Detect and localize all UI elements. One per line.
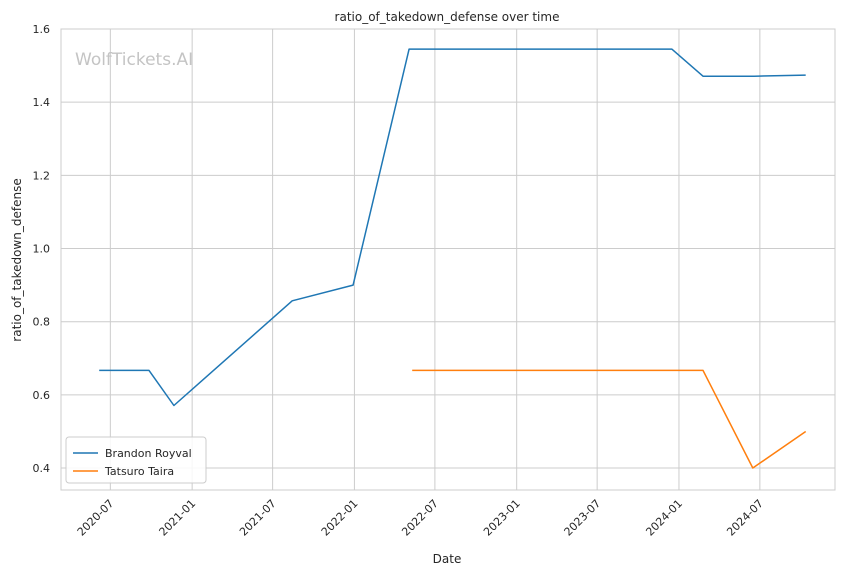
grid-lines bbox=[61, 28, 835, 490]
x-tick-label: 2020-07 bbox=[75, 497, 117, 539]
y-tick-label: 1.0 bbox=[33, 243, 51, 256]
x-tick-label: 2021-07 bbox=[237, 497, 279, 539]
y-tick-label: 1.4 bbox=[33, 96, 51, 109]
series-lines bbox=[99, 48, 807, 469]
legend-box bbox=[65, 436, 207, 484]
x-tick-label: 2022-07 bbox=[399, 497, 441, 539]
y-axis-label: ratio_of_takedown_defense bbox=[10, 178, 24, 341]
plot-area bbox=[60, 28, 836, 491]
x-tick-labels: 2020-07 2021-01 2021-07 2022-01 2022-07 2023-… bbox=[75, 497, 766, 539]
y-tick-label: 1.2 bbox=[33, 169, 51, 182]
legend: Brandon Royval Tatsuro Taira bbox=[65, 436, 207, 484]
x-tick-label: 2022-01 bbox=[319, 497, 361, 539]
chart-title: ratio_of_takedown_defense over time bbox=[335, 10, 560, 24]
series-line-tatsuro-taira bbox=[412, 369, 807, 469]
y-tick-label: 0.6 bbox=[33, 389, 51, 402]
legend-label-brandon-royval: Brandon Royval bbox=[105, 447, 192, 460]
x-tick-label: 2023-07 bbox=[562, 497, 604, 539]
y-tick-label: 0.8 bbox=[33, 316, 51, 329]
y-tick-label: 0.4 bbox=[33, 462, 51, 475]
y-tick-label: 1.6 bbox=[33, 23, 51, 36]
x-axis-label: Date bbox=[433, 552, 462, 566]
series-line-brandon-royval bbox=[99, 48, 806, 407]
watermark: WolfTickets.AI bbox=[75, 50, 193, 70]
x-tick-label: 2024-07 bbox=[724, 497, 766, 539]
x-tick-label: 2024-01 bbox=[643, 497, 685, 539]
legend-label-tatsuro-taira: Tatsuro Taira bbox=[104, 465, 174, 478]
y-tick-labels: 0.4 0.6 0.8 1.0 1.2 1.4 1.6 bbox=[33, 23, 51, 475]
x-tick-label: 2023-01 bbox=[481, 497, 523, 539]
x-tick-label: 2021-01 bbox=[157, 497, 199, 539]
